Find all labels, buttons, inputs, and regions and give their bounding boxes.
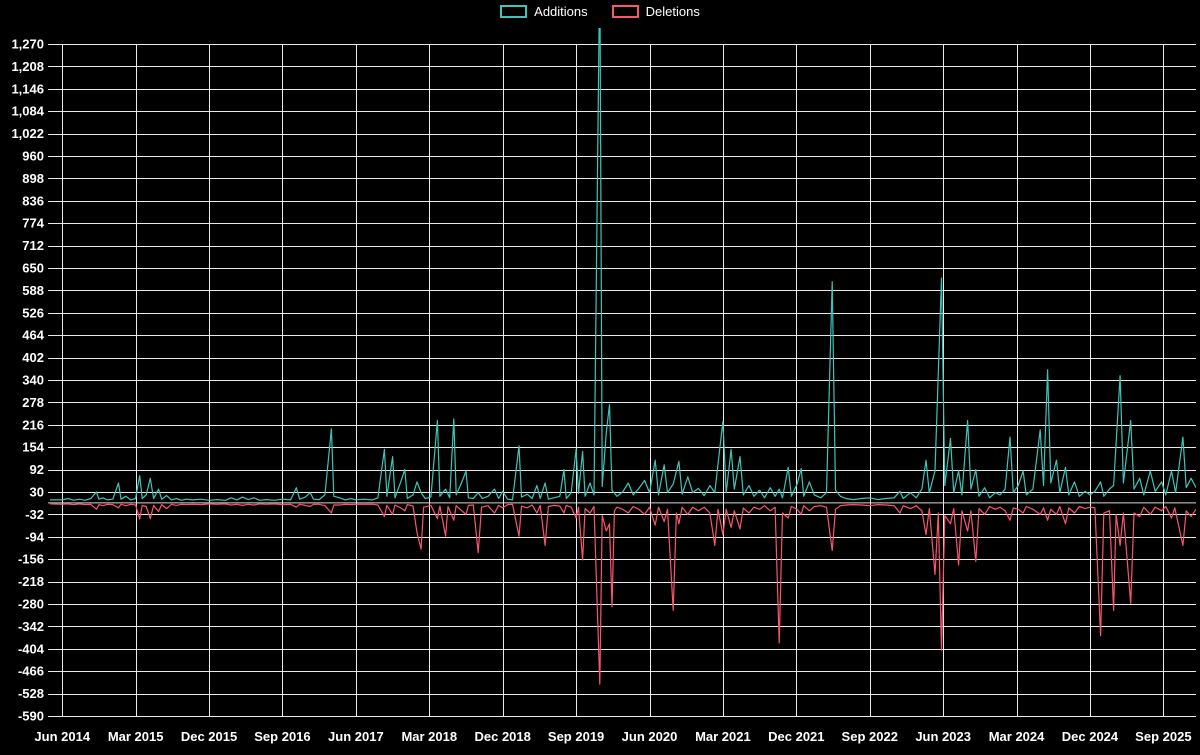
svg-text:Jun 2017: Jun 2017 bbox=[328, 729, 384, 744]
additions-legend-swatch-icon bbox=[500, 5, 528, 18]
svg-text:402: 402 bbox=[22, 350, 44, 365]
svg-text:-466: -466 bbox=[18, 664, 44, 679]
svg-text:774: 774 bbox=[22, 216, 44, 231]
grid bbox=[48, 44, 1196, 717]
x-axis-labels: Jun 2014 Mar 2015 Dec 2015 Sep 2016 Jun 2017… bbox=[34, 729, 1191, 744]
svg-text:-404: -404 bbox=[18, 641, 45, 656]
legend-item-additions[interactable]: Additions bbox=[500, 4, 588, 19]
svg-text:-528: -528 bbox=[18, 686, 44, 701]
svg-text:216: 216 bbox=[22, 417, 44, 432]
svg-text:Jun 2020: Jun 2020 bbox=[622, 729, 678, 744]
deletions-line bbox=[49, 503, 1196, 685]
svg-text:Sep 2016: Sep 2016 bbox=[254, 729, 310, 744]
svg-text:898: 898 bbox=[22, 171, 44, 186]
svg-text:-32: -32 bbox=[25, 507, 44, 522]
legend-item-deletions[interactable]: Deletions bbox=[611, 4, 700, 19]
svg-text:Sep 2022: Sep 2022 bbox=[842, 729, 898, 744]
svg-text:92: 92 bbox=[30, 462, 44, 477]
svg-text:-590: -590 bbox=[18, 709, 44, 724]
additions-line bbox=[50, 28, 1196, 501]
svg-text:Jun 2023: Jun 2023 bbox=[915, 729, 971, 744]
svg-text:340: 340 bbox=[22, 373, 44, 388]
additions-legend-label: Additions bbox=[534, 4, 588, 19]
svg-text:1,208: 1,208 bbox=[11, 59, 44, 74]
svg-text:Mar 2015: Mar 2015 bbox=[108, 729, 164, 744]
svg-text:Dec 2018: Dec 2018 bbox=[474, 729, 530, 744]
svg-text:650: 650 bbox=[22, 261, 44, 276]
svg-text:Sep 2025: Sep 2025 bbox=[1135, 729, 1191, 744]
svg-text:Sep 2019: Sep 2019 bbox=[548, 729, 604, 744]
svg-text:-94: -94 bbox=[25, 529, 45, 544]
svg-text:154: 154 bbox=[22, 440, 44, 455]
svg-text:Jun 2014: Jun 2014 bbox=[34, 729, 90, 744]
svg-text:Dec 2021: Dec 2021 bbox=[768, 729, 824, 744]
chart-legend: Additions Deletions bbox=[0, 5, 1200, 18]
svg-text:Mar 2021: Mar 2021 bbox=[695, 729, 751, 744]
svg-text:1,146: 1,146 bbox=[11, 81, 44, 96]
svg-text:-156: -156 bbox=[18, 552, 44, 567]
svg-text:1,270: 1,270 bbox=[11, 37, 44, 52]
svg-text:Dec 2024: Dec 2024 bbox=[1062, 729, 1119, 744]
svg-text:526: 526 bbox=[22, 305, 44, 320]
svg-text:836: 836 bbox=[22, 193, 44, 208]
y-axis-labels: 1,270 1,208 1,146 1,084 1,022 960 898 836 774 712… bbox=[11, 37, 44, 724]
svg-text:588: 588 bbox=[22, 283, 44, 298]
svg-text:Dec 2015: Dec 2015 bbox=[181, 729, 237, 744]
deletions-legend-label: Deletions bbox=[645, 4, 700, 19]
deletions-legend-swatch-icon bbox=[611, 5, 639, 18]
svg-text:1,084: 1,084 bbox=[11, 104, 44, 119]
svg-text:30: 30 bbox=[30, 485, 44, 500]
svg-text:464: 464 bbox=[22, 328, 44, 343]
svg-text:960: 960 bbox=[22, 149, 44, 164]
svg-text:-218: -218 bbox=[18, 574, 44, 589]
svg-text:-342: -342 bbox=[18, 619, 44, 634]
svg-text:-280: -280 bbox=[18, 597, 44, 612]
svg-text:278: 278 bbox=[22, 395, 44, 410]
svg-text:712: 712 bbox=[22, 238, 44, 253]
svg-text:1,022: 1,022 bbox=[11, 126, 44, 141]
svg-text:Mar 2024: Mar 2024 bbox=[989, 729, 1045, 744]
svg-text:Mar 2018: Mar 2018 bbox=[401, 729, 457, 744]
